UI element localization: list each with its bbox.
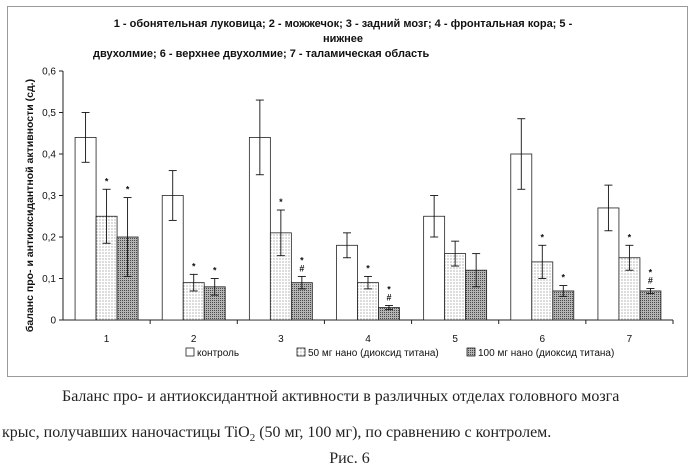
caption-line-2: крыс, получавших наночастицы TiO2 (50 мг… [2,424,551,444]
asterisk-marker: * [105,176,109,186]
asterisk-marker: * [300,255,304,265]
y-tick-label: 0,2 [42,233,56,244]
x-tick-label: 6 [540,334,546,345]
x-tick-label: 2 [191,334,197,345]
legend-label: контроль [197,348,239,359]
asterisk-marker: * [628,232,632,242]
caption-line-1: Баланс про- и антиоксидантной активности… [62,388,620,405]
y-axis-label: баланс про- и антиоксидантной активности… [24,79,36,332]
x-tick-label: 4 [365,334,371,345]
y-tick-label: 0 [50,316,56,327]
asterisk-marker: * [366,263,370,273]
caption-subscript: 2 [249,432,256,445]
chart-frame [7,6,688,377]
y-tick-label: 0,6 [42,67,56,78]
asterisk-marker: * [213,266,217,276]
figure-number: Рис. 6 [329,450,370,467]
asterisk-marker: * [192,261,196,271]
region-legend-line-2: двухолмие; 6 - верхнее двухолмие; 7 - та… [93,48,430,60]
y-tick-label: 0,3 [42,191,56,202]
asterisk-marker: * [126,185,130,195]
y-tick-label: 0,1 [42,274,56,285]
y-tick-label: 0,4 [42,150,56,161]
x-tick-label: 5 [452,334,458,345]
x-tick-label: 3 [278,334,284,345]
legend-swatch [466,347,476,357]
asterisk-marker: * [387,284,391,294]
legend-label: 100 мг нано (диоксид титана) [478,348,614,359]
legend-label: 50 мг нано (диоксид титана) [308,348,439,359]
hash-marker: # [299,263,304,273]
hash-marker: # [648,275,653,285]
region-legend-line-1: 1 - обонятельная луковица; 2 - можжечок;… [113,18,573,45]
bar [639,290,662,321]
asterisk-marker: * [562,273,566,283]
chart-region-legend: 1 - обонятельная луковица; 2 - можжечок;… [93,17,593,62]
caption-line-2-end: (50 мг, 100 мг), по сравнению с контроле… [255,424,552,441]
legend-swatch [296,347,306,357]
asterisk-marker: * [279,197,283,207]
caption-line-2-start: крыс, получавших наночастицы TiO [2,424,250,441]
x-tick-label: 7 [627,334,633,345]
hash-marker: # [386,292,391,302]
y-tick-label: 0,5 [42,108,56,119]
x-tick-label: 1 [104,334,110,345]
bar [74,136,97,321]
asterisk-marker: * [541,232,545,242]
asterisk-marker: * [649,267,653,277]
legend-swatch [185,347,195,357]
